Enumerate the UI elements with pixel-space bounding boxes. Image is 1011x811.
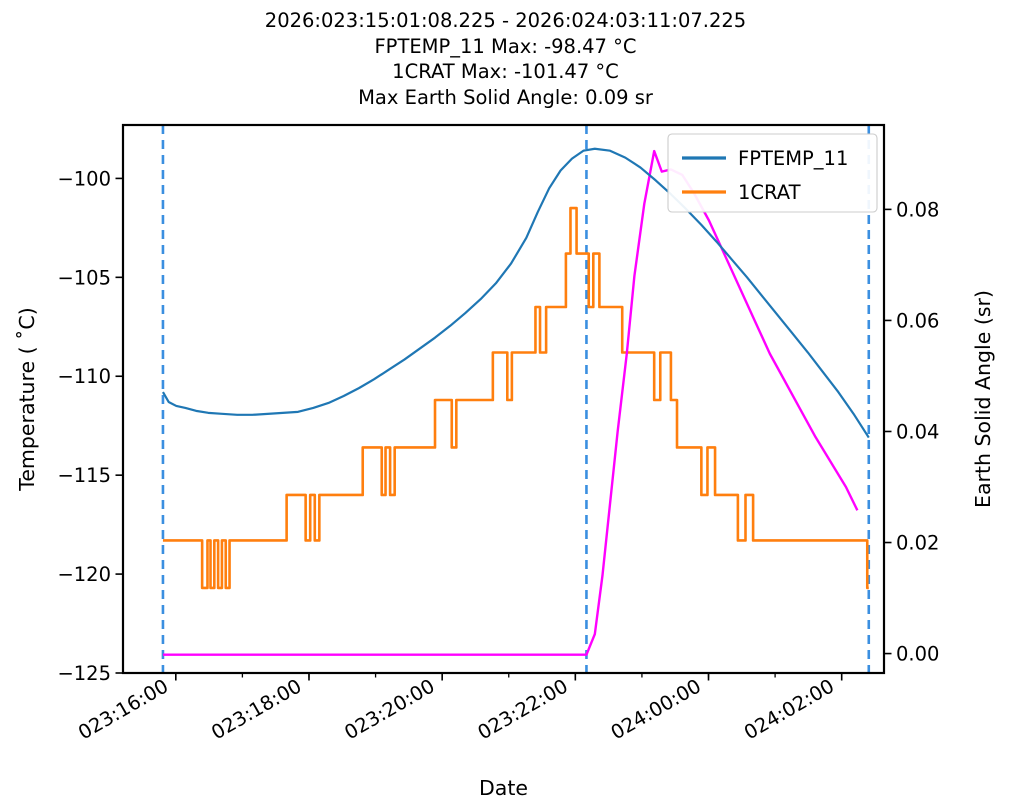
y-left-tick-label: −105 bbox=[57, 266, 111, 289]
axes-frame bbox=[121, 123, 886, 675]
y-right-tick-label: 0.06 bbox=[896, 309, 939, 332]
series-1crat bbox=[162, 206, 869, 590]
x-tick-label: 023:22:00 bbox=[474, 674, 572, 744]
title-line-1: 2026:023:15:01:08.225 - 2026:024:03:11:0… bbox=[264, 9, 747, 32]
y-right-tick-label: 0.04 bbox=[896, 420, 939, 443]
x-tick-label: 024:02:00 bbox=[740, 674, 838, 744]
y-right-tick-label: 0.08 bbox=[896, 198, 939, 221]
title-line-4: Max Earth Solid Angle: 0.09 sr bbox=[358, 85, 653, 109]
y-left-tick-label: −115 bbox=[57, 464, 111, 487]
x-tick-label: 024:00:00 bbox=[607, 674, 705, 744]
y-left-tick-label: −100 bbox=[57, 167, 111, 190]
y-right-axis-title: Earth Solid Angle (sr) bbox=[971, 290, 995, 508]
y-left-tick-label: −110 bbox=[57, 365, 111, 388]
figure-title: 2026:023:15:01:08.225 - 2026:024:03:11:0… bbox=[0, 8, 1011, 110]
y-right-tick-label: 0.00 bbox=[896, 643, 939, 666]
y-right-tick-label: 0.02 bbox=[896, 532, 939, 555]
x-tick-label: 023:20:00 bbox=[341, 674, 439, 744]
y-left-tick-label: −120 bbox=[57, 563, 111, 586]
x-axis-title: Date bbox=[479, 776, 528, 800]
legend-label-fptemp_11: FPTEMP_11 bbox=[738, 147, 848, 170]
title-line-2: FPTEMP_11 Max: -98.47 °C bbox=[374, 34, 637, 58]
series-earthsolidangle bbox=[162, 149, 859, 656]
x-tick-label: 023:18:00 bbox=[207, 674, 305, 744]
legend-label-1crat: 1CRAT bbox=[738, 181, 801, 204]
y-left-tick-label: −125 bbox=[57, 662, 111, 685]
y-left-axis-title: Temperature ( ˚C) bbox=[15, 307, 39, 491]
series-fptemp_11 bbox=[161, 147, 870, 439]
title-line-3: 1CRAT Max: -101.47 °C bbox=[392, 60, 619, 83]
